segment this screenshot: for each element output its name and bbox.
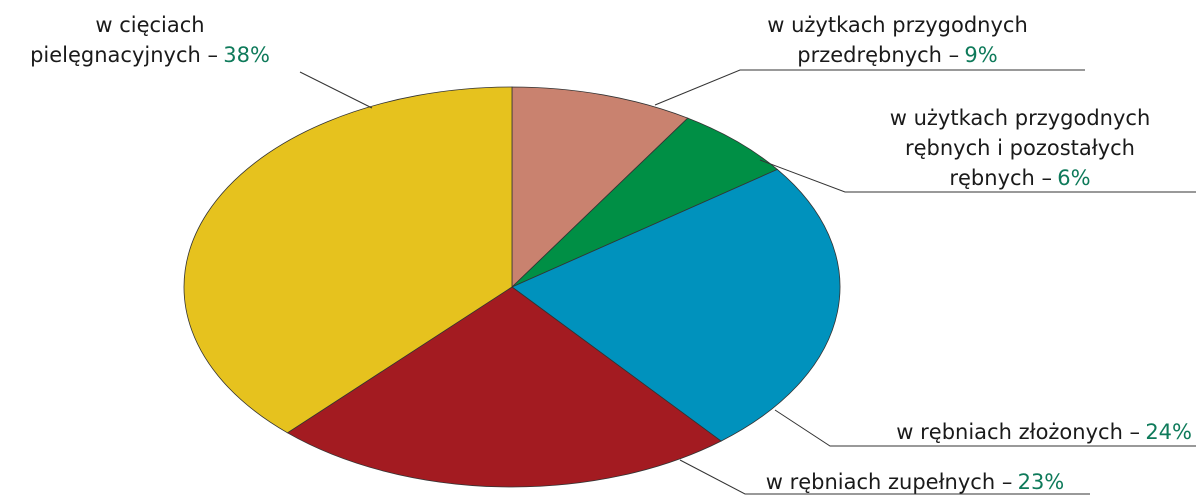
value-label: 6% bbox=[1057, 166, 1091, 190]
category-name: w użytkach przygodnych przedrębnych – bbox=[767, 13, 1028, 67]
pie-slice bbox=[511, 168, 841, 442]
leader-line bbox=[654, 69, 1085, 106]
slice-label: w użytkach przygodnych przedrębnych –9% bbox=[730, 10, 1065, 70]
leader-line bbox=[759, 159, 1196, 193]
slice-label: w rębniach zupełnych –23% bbox=[740, 467, 1090, 497]
pie-slice bbox=[183, 86, 513, 434]
value-label: 9% bbox=[964, 43, 998, 67]
category-name: w rębniach zupełnych – bbox=[765, 470, 1013, 494]
pie-slice bbox=[511, 117, 779, 288]
leader-line bbox=[774, 409, 1196, 447]
leader-line bbox=[679, 459, 1090, 495]
slice-label: w rębniach złożonych –24% bbox=[830, 417, 1192, 447]
category-name: w rębniach złożonych – bbox=[896, 420, 1141, 444]
leader-line bbox=[299, 71, 373, 109]
pie-slice bbox=[511, 86, 689, 288]
value-label: 23% bbox=[1017, 470, 1065, 494]
slice-label: w cięciach pielęgnacyjnych –38% bbox=[0, 10, 300, 70]
value-label: 24% bbox=[1145, 420, 1192, 444]
value-label: 38% bbox=[223, 43, 270, 67]
category-name: w użytkach przygodnych rębnych i pozosta… bbox=[889, 106, 1151, 190]
pie-slice bbox=[286, 286, 722, 488]
category-name: w cięciach pielęgnacyjnych – bbox=[30, 13, 218, 67]
slice-label: w użytkach przygodnych rębnych i pozosta… bbox=[865, 103, 1175, 193]
